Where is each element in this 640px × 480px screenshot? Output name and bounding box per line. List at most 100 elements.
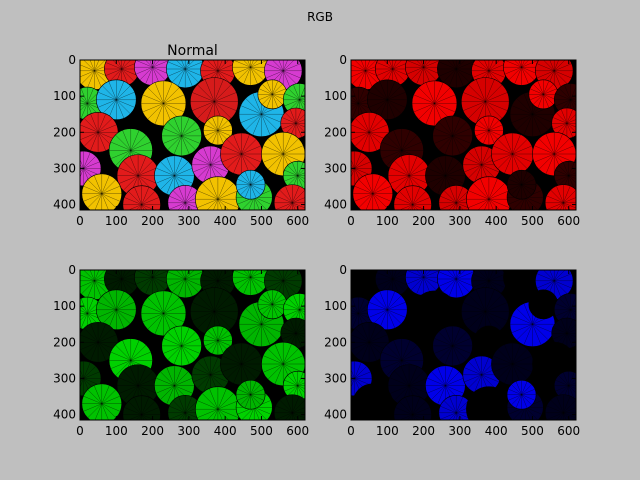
rosette-folds (261, 132, 305, 176)
rosette-folds (503, 60, 540, 86)
rosette-folds (437, 60, 476, 88)
y-tick-label: 100 (53, 299, 76, 313)
x-tick-label: 300 (448, 214, 471, 228)
rosette-folds (80, 270, 114, 300)
rosette-folds (388, 364, 431, 407)
rosette-folds (535, 270, 574, 300)
rosette-folds (438, 395, 474, 420)
rosette-folds (425, 155, 466, 196)
y-tick-label: 0 (339, 53, 347, 67)
x-tick-label: 500 (250, 214, 273, 228)
rosette-folds (545, 184, 576, 210)
rosette-folds (554, 161, 576, 191)
rosette-folds (503, 270, 540, 296)
rosette-folds (438, 185, 474, 210)
rosette-folds (264, 60, 303, 90)
rosette-folds (367, 289, 408, 330)
rosette-folds (461, 287, 510, 336)
rosette-folds (257, 79, 287, 109)
rosette-folds (554, 293, 576, 327)
rosette-folds (283, 161, 305, 191)
rosette-folds (554, 83, 576, 117)
rosette-folds (190, 77, 239, 126)
rosette-folds (507, 380, 537, 410)
rosette-folds (236, 380, 266, 410)
rosette-folds (280, 108, 305, 139)
rosette-folds (405, 270, 442, 296)
rosette-folds (80, 322, 119, 363)
rosette-folds (367, 79, 408, 120)
subplot-blue: 0 100 200 300 400 500 600 0 100 200 300 400 (324, 263, 580, 438)
rosette-folds (535, 60, 574, 90)
rosette-folds (191, 355, 230, 394)
x-tick-label: 400 (485, 214, 508, 228)
y-tick-label: 200 (324, 125, 347, 139)
rosette-folds (274, 394, 305, 420)
x-tick-label: 200 (412, 424, 435, 438)
rosette-folds (283, 371, 305, 401)
rosette-folds (154, 155, 195, 196)
rosette-folds (161, 325, 202, 366)
rosette-folds (491, 342, 534, 385)
x-tick-label: 400 (214, 424, 237, 438)
rosette-folds (96, 289, 137, 330)
x-tick-label: 200 (141, 214, 164, 228)
rosette-folds (81, 383, 122, 420)
rosette-folds (554, 371, 576, 401)
x-tick-label: 0 (347, 424, 355, 438)
rosette-folds (532, 342, 576, 386)
x-tick-label: 300 (448, 424, 471, 438)
rosette-folds (432, 115, 473, 156)
rosette-folds (405, 60, 442, 86)
x-tick-label: 400 (214, 214, 237, 228)
rosette-folds (122, 395, 161, 420)
x-tick-label: 100 (376, 424, 399, 438)
rosette-folds (96, 79, 137, 120)
y-tick-label: 200 (324, 335, 347, 349)
rosette-folds (280, 318, 305, 349)
axes-frame (350, 269, 577, 421)
axes-frame (79, 269, 306, 421)
y-tick-label: 100 (324, 89, 347, 103)
rosette-folds (474, 326, 504, 355)
y-tick-label: 100 (53, 89, 76, 103)
rosette-folds (257, 289, 287, 319)
rosette-folds (203, 116, 233, 145)
x-tick-label: 0 (76, 424, 84, 438)
rosette-folds (462, 355, 501, 394)
rosette-folds (528, 79, 558, 109)
x-tick-label: 300 (177, 214, 200, 228)
x-tick-label: 600 (557, 214, 580, 228)
rosette-folds (80, 87, 104, 120)
rosette-folds (190, 287, 239, 336)
rosette-folds (264, 270, 303, 300)
image-green (80, 270, 305, 420)
rosette-folds (545, 394, 576, 420)
rosette-folds (393, 395, 432, 420)
rosette-folds (232, 270, 269, 296)
rosette-folds (532, 132, 576, 176)
rosette-folds (134, 270, 171, 296)
axes-frame (79, 59, 306, 211)
y-tick-label: 100 (324, 299, 347, 313)
rosette-folds (462, 145, 501, 184)
rosette-folds (351, 322, 390, 363)
rosette-folds (528, 289, 558, 319)
image-red (351, 60, 576, 210)
x-tick-label: 400 (485, 424, 508, 438)
rosette-folds (167, 395, 203, 420)
rosette-folds (117, 364, 160, 407)
rosette-folds (134, 60, 171, 86)
rosette-folds (351, 87, 375, 120)
y-tick-label: 300 (324, 161, 347, 175)
rosette-folds (551, 318, 576, 349)
x-tick-label: 100 (105, 424, 128, 438)
x-tick-label: 500 (521, 214, 544, 228)
y-tick-label: 0 (68, 263, 76, 277)
rosette-folds (220, 342, 263, 385)
x-tick-label: 100 (105, 214, 128, 228)
rosette-folds (161, 115, 202, 156)
y-tick-label: 300 (53, 371, 76, 385)
rosette-folds (232, 60, 269, 86)
